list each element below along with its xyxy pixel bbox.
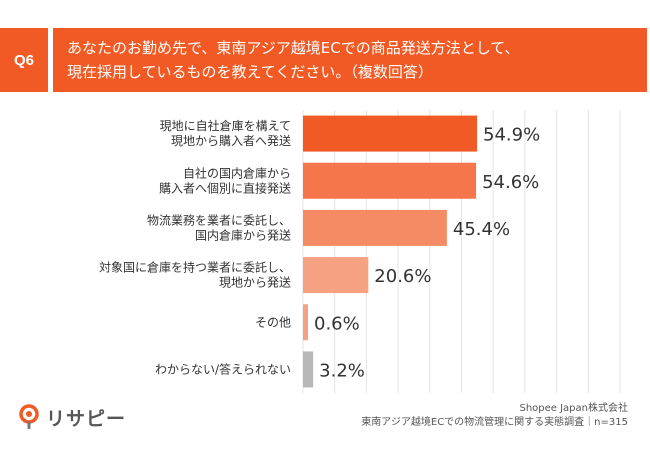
brand-logo: リサピー — [18, 403, 126, 431]
brand-mark-icon — [19, 404, 39, 429]
category-label-1: 自社の国内倉庫から購入者へ個別に直接発送 — [159, 165, 291, 195]
category-label-5: わからない/答えられない — [155, 361, 291, 376]
category-label-0: 現地に自社倉庫を構えて現地から購入者へ発送 — [160, 118, 291, 148]
category-label-3: 対象国に倉庫を持つ業者に委託し、現地から発送 — [99, 260, 291, 290]
bar-4 — [303, 304, 308, 341]
category-label-line: 現地から発送 — [219, 275, 291, 290]
question-line-2: 現在採用しているものを教えてください。（複数回答） — [67, 63, 433, 81]
value-label-2: 45.4% — [453, 219, 510, 240]
source-survey: 東南アジア越境ECでの物流管理に関する実態調査｜n=315 — [361, 417, 628, 428]
bar-5 — [303, 351, 314, 388]
category-label-line: 現地に自社倉庫を構えて — [160, 118, 291, 133]
category-label-line: 物流業務を業者に委託し、 — [147, 212, 291, 227]
category-label-line: 現地から購入者へ発送 — [171, 133, 291, 148]
value-label-5: 3.2% — [319, 360, 365, 381]
category-label-line: 購入者へ個別に直接発送 — [159, 180, 291, 195]
question-line-1: あなたのお勤め先で、東南アジア越境ECでの商品発送方法として、 — [67, 39, 520, 57]
brand-logo-text: リサピー — [46, 407, 127, 430]
category-label-line: 国内倉庫から発送 — [195, 227, 291, 242]
value-label-3: 20.6% — [374, 266, 431, 287]
category-label-4: その他 — [255, 315, 291, 329]
question-title: あなたのお勤め先で、東南アジア越境ECでの商品発送方法として、 現在採用している… — [53, 28, 647, 92]
category-label-line: わからない/答えられない — [155, 361, 291, 376]
source-note: Shopee Japan株式会社 東南アジア越境ECでの物流管理に関する実態調査… — [361, 402, 628, 430]
bar-0 — [303, 115, 478, 152]
question-number-badge: Q6 — [0, 28, 48, 92]
source-company: Shopee Japan株式会社 — [519, 403, 628, 414]
bar-2 — [303, 209, 447, 246]
bar-1 — [303, 162, 477, 199]
category-label-2: 物流業務を業者に委託し、国内倉庫から発送 — [147, 212, 291, 242]
category-label-line: 自社の国内倉庫から — [183, 165, 291, 180]
value-label-0: 54.9% — [483, 125, 540, 146]
value-label-4: 0.6% — [314, 313, 360, 334]
horizontal-bar-chart: 54.9% 現地に自社倉庫を構えて現地から購入者へ発送 54.6% 自社の国内倉庫から… — [99, 110, 621, 393]
bar-3 — [303, 257, 369, 294]
category-label-line: 対象国に倉庫を持つ業者に委託し、 — [99, 260, 291, 275]
value-label-1: 54.6% — [482, 172, 539, 193]
category-label-line: その他 — [255, 315, 291, 329]
